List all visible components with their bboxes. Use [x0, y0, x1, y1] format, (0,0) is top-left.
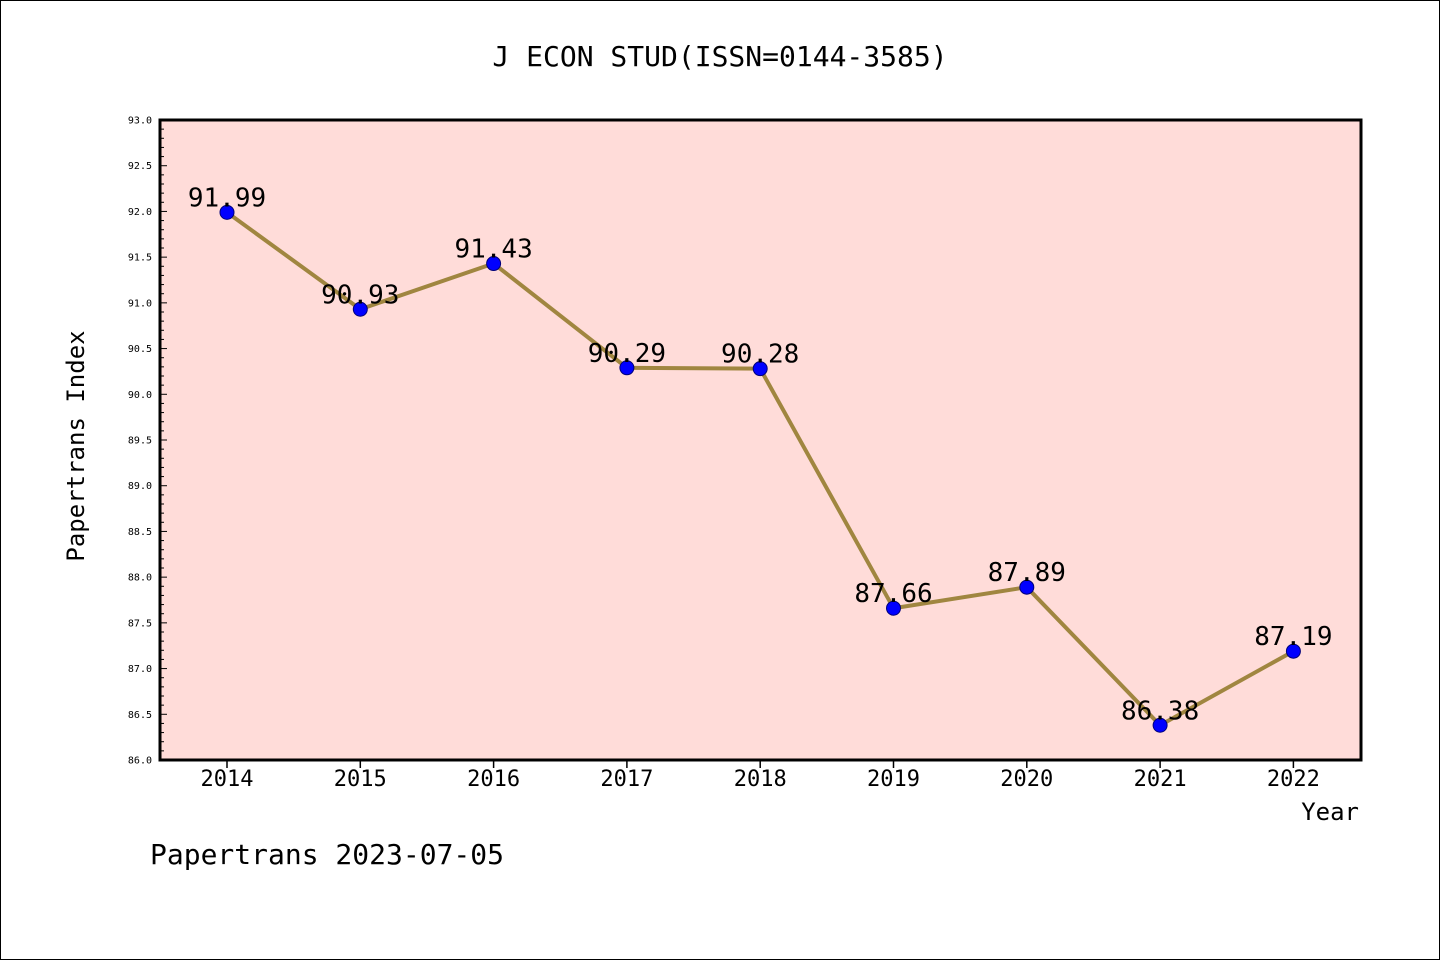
y-tick-label: 87.0 — [128, 664, 152, 675]
y-tick-label: 91.5 — [128, 253, 152, 264]
y-tick-label: 86.0 — [128, 756, 152, 767]
chart-title: J ECON STUD(ISSN=0144-3585) — [492, 40, 947, 73]
data-point — [1019, 579, 1035, 595]
y-tick-label: 92.5 — [128, 161, 152, 172]
data-point — [219, 204, 235, 220]
x-tick-label: 2015 — [334, 767, 387, 792]
y-tick-label: 90.0 — [128, 390, 152, 401]
y-tick-label: 92.0 — [128, 207, 152, 218]
data-label: 87.66 — [854, 579, 932, 609]
footer-text: Papertrans 2023-07-05 — [150, 838, 504, 871]
data-point — [486, 256, 502, 272]
data-label: 87.89 — [988, 558, 1066, 588]
data-point — [752, 361, 768, 377]
series-markers — [219, 204, 1301, 733]
x-axis-ticks: 2014 2015 2016 2017 2018 2019 2020 2021 2022 — [201, 760, 1320, 792]
data-label: 91.43 — [454, 235, 532, 265]
x-tick-label: 2021 — [1134, 767, 1187, 792]
data-point — [352, 301, 368, 317]
x-tick-label: 2014 — [201, 767, 254, 792]
data-point — [619, 360, 635, 376]
data-label: 91.99 — [188, 183, 266, 213]
y-axis-label: Papertrans Index — [62, 330, 90, 561]
plot-area — [160, 120, 1361, 760]
y-tick-label: 88.0 — [128, 573, 152, 584]
y-tick-label: 87.5 — [128, 618, 152, 629]
y-tick-label: 89.5 — [128, 436, 152, 447]
data-point — [1285, 643, 1301, 659]
data-point — [1152, 717, 1168, 733]
y-tick-label: 88.5 — [128, 527, 152, 538]
x-tick-label: 2017 — [600, 767, 653, 792]
x-tick-label: 2019 — [867, 767, 920, 792]
data-labels: 91.99 90.93 91.43 90.29 90.28 87.66 87.89 86.38… — [188, 183, 1333, 726]
data-label: 90.29 — [588, 339, 666, 369]
data-label: 90.93 — [321, 280, 399, 310]
data-label: 90.28 — [721, 340, 799, 370]
data-point — [886, 600, 901, 616]
y-tick-label: 93.0 — [128, 116, 152, 127]
x-tick-label: 2016 — [467, 767, 520, 792]
plot-border — [158, 118, 1363, 762]
x-tick-label: 2018 — [734, 767, 787, 792]
y-tick-label: 91.0 — [128, 298, 152, 309]
data-label: 86.38 — [1121, 696, 1199, 726]
x-axis-label: Year — [1301, 798, 1359, 826]
y-tick-label: 86.5 — [128, 710, 152, 721]
y-tick-label: 90.5 — [128, 344, 152, 355]
data-label: 87.19 — [1254, 622, 1332, 652]
x-tick-label: 2020 — [1000, 767, 1053, 792]
x-tick-label: 2022 — [1267, 767, 1320, 792]
y-tick-label: 89.0 — [128, 481, 152, 492]
